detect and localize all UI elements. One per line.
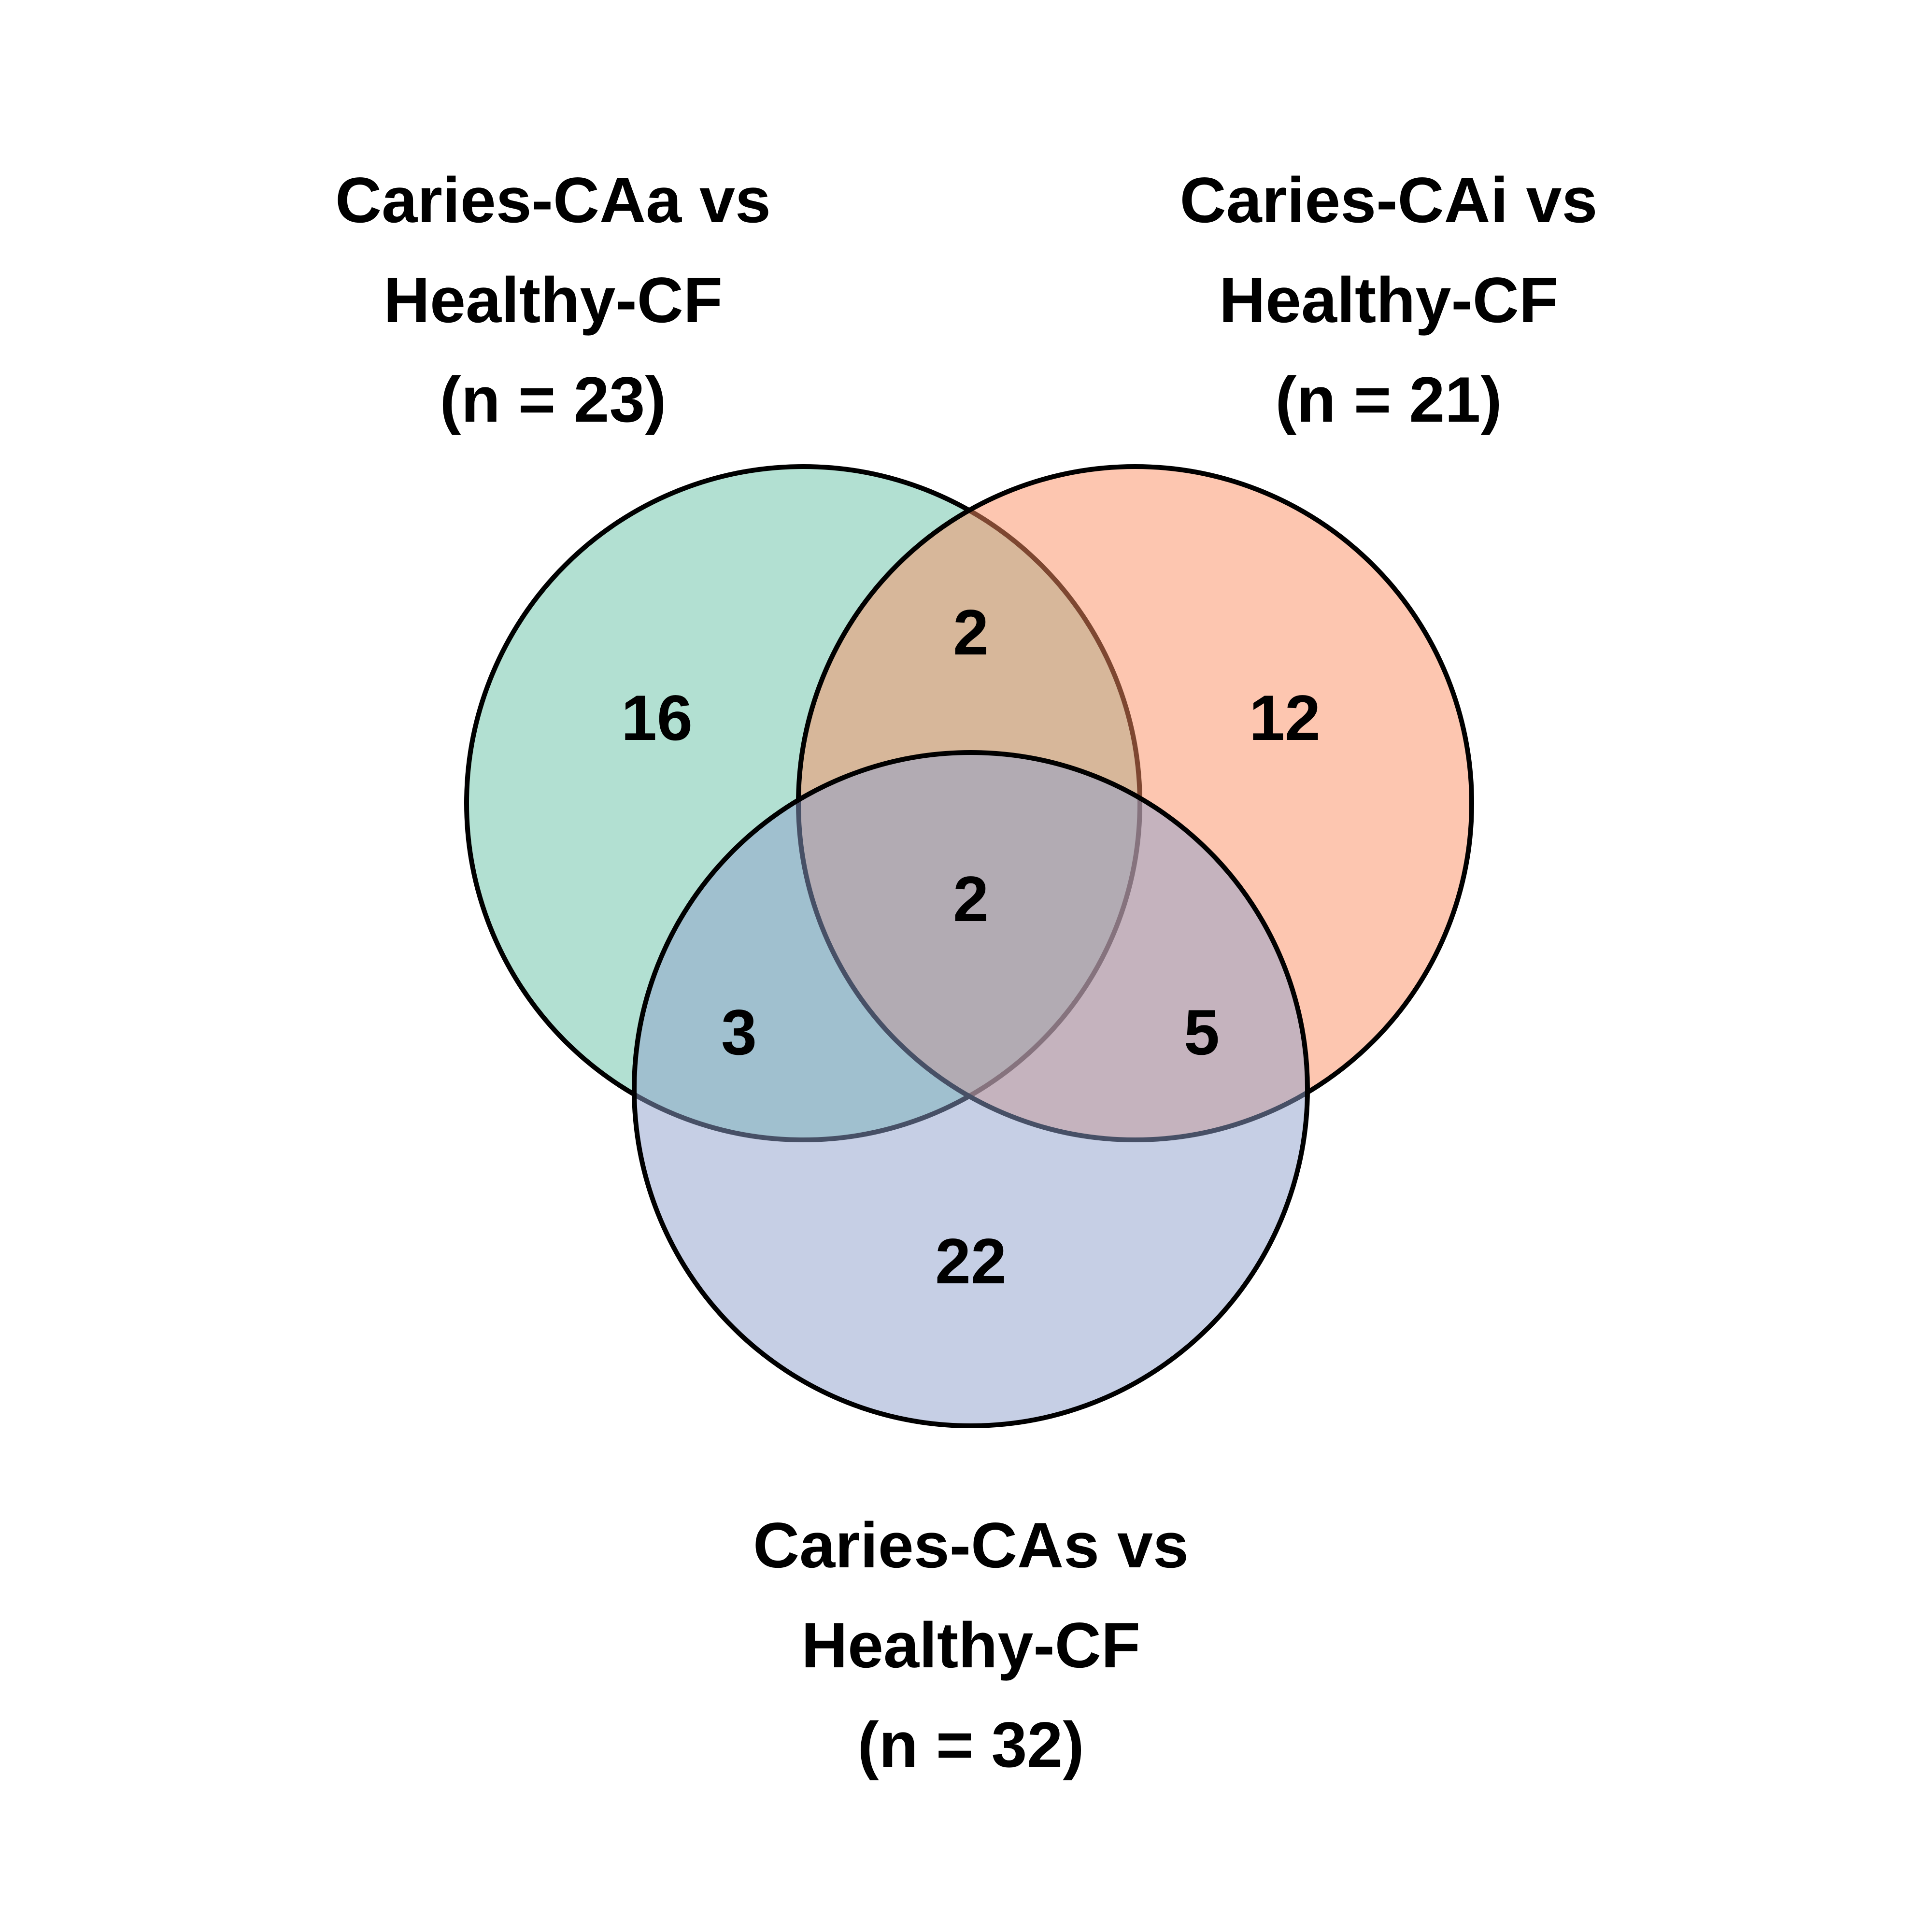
set-label-line: Healthy-CF (801, 1610, 1140, 1681)
count-caa-only: 16 (621, 682, 693, 754)
set-label-line: Caries-CAi vs (1180, 165, 1598, 236)
set-circles (464, 464, 1474, 1428)
circle-caries-cas (632, 750, 1310, 1428)
set-label-caries-cas: Caries-CAs vs Healthy-CF (n = 32) (753, 1510, 1189, 1781)
count-cas-only: 22 (935, 1226, 1007, 1297)
set-label-caries-cai: Caries-CAi vs Healthy-CF (n = 21) (1180, 165, 1598, 436)
count-caa-cas: 3 (721, 997, 757, 1068)
set-label-line: (n = 21) (1275, 364, 1502, 436)
set-label-line: Caries-CAa vs (335, 165, 771, 236)
set-label-line: Caries-CAs vs (753, 1510, 1189, 1581)
set-label-line: (n = 23) (440, 364, 666, 436)
set-label-line: Healthy-CF (384, 265, 723, 336)
set-label-line: (n = 32) (857, 1709, 1084, 1781)
region-counts: 16 12 2 2 3 5 22 (621, 597, 1321, 1297)
count-cai-cas: 5 (1184, 997, 1220, 1068)
set-label-caries-caa: Caries-CAa vs Healthy-CF (n = 23) (335, 165, 771, 436)
count-cai-only: 12 (1249, 682, 1321, 754)
set-label-line: Healthy-CF (1219, 265, 1558, 336)
count-all-three: 2 (953, 864, 989, 935)
count-caa-cai: 2 (953, 597, 989, 668)
